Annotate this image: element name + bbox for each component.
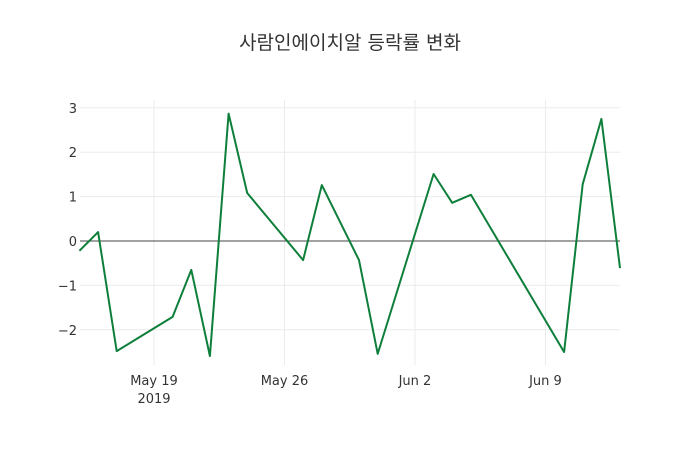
x-tick-label: Jun 2 bbox=[398, 374, 432, 389]
x-tick-label: May 19 bbox=[130, 374, 178, 389]
y-tick-label: 3 bbox=[69, 102, 77, 117]
series-line bbox=[78, 112, 621, 357]
x-tick-label: 2019 bbox=[137, 392, 170, 407]
x-tick-label: Jun 9 bbox=[528, 374, 562, 389]
y-tick-label: −2 bbox=[58, 324, 77, 339]
y-tick-label: 1 bbox=[69, 191, 77, 206]
chart-title: 사람인에이치알 등락률 변화 bbox=[239, 32, 461, 54]
y-tick-label: −1 bbox=[58, 279, 77, 294]
y-tick-label: 0 bbox=[69, 235, 77, 250]
x-tick-label: May 26 bbox=[261, 374, 309, 389]
y-tick-label: 2 bbox=[69, 146, 77, 161]
